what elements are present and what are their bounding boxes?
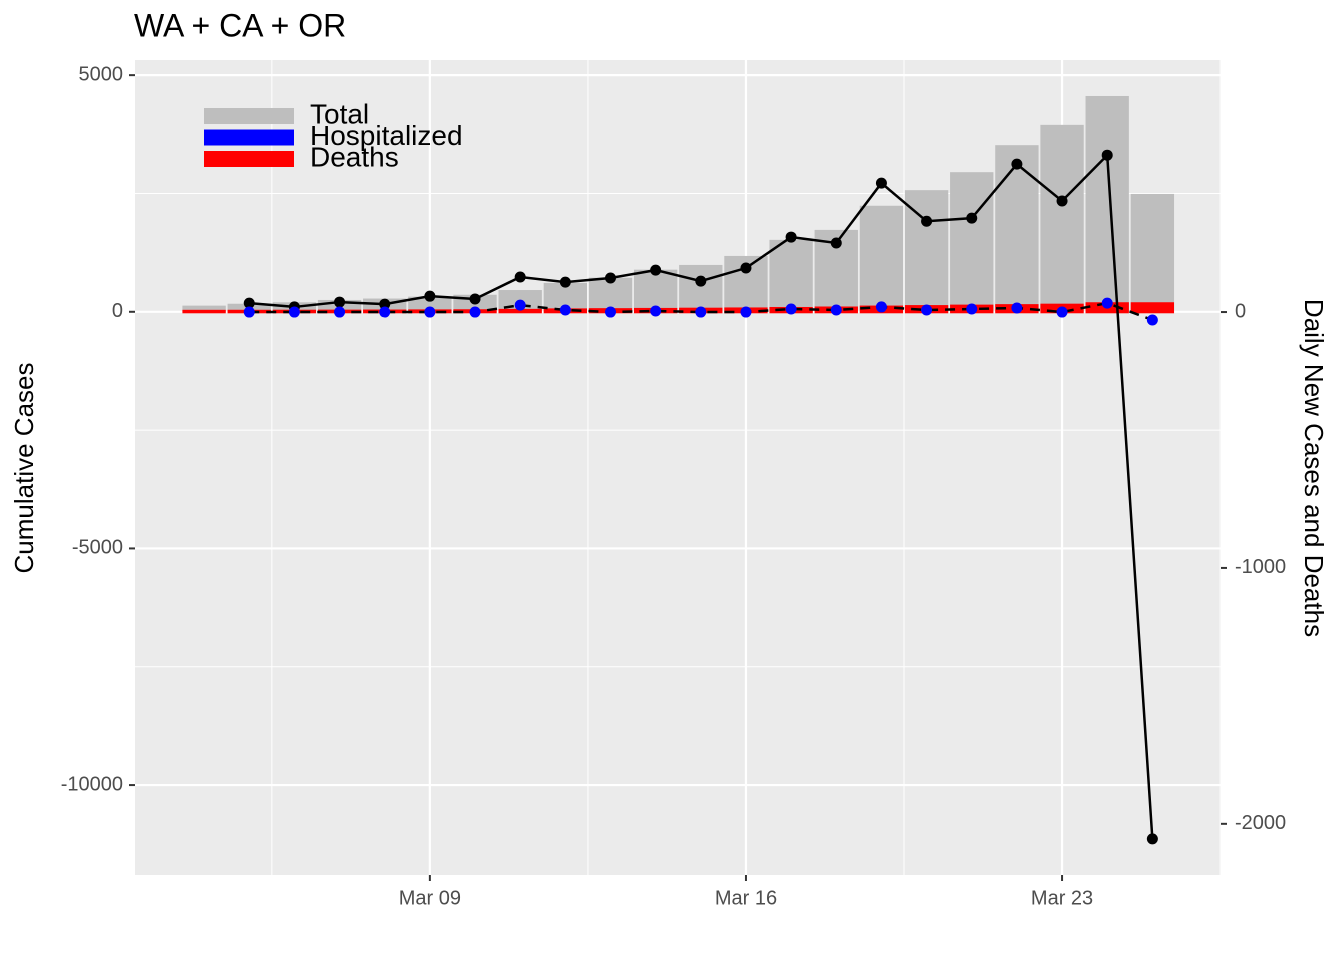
point [1056, 306, 1068, 318]
point [1101, 297, 1113, 309]
point [243, 297, 255, 309]
point [695, 275, 707, 287]
point [334, 306, 346, 318]
point [740, 262, 752, 274]
point [785, 231, 797, 243]
bar [1085, 95, 1129, 312]
bar [1130, 193, 1175, 312]
y-tick-label: 5000 [79, 63, 124, 85]
legend-label: Total [310, 98, 369, 129]
legend-key [204, 151, 294, 167]
point [1146, 833, 1158, 845]
y-tick-label: 0 [112, 300, 123, 322]
point [1011, 302, 1023, 314]
legend-label: Hospitalized [310, 120, 463, 151]
point [379, 298, 391, 310]
x-tick-label: Mar 16 [715, 887, 777, 909]
point [830, 237, 842, 249]
y-tick-label: -10000 [61, 773, 123, 795]
bar [1040, 124, 1084, 312]
point [243, 306, 255, 318]
legend-key [204, 129, 294, 146]
bar [769, 239, 813, 312]
point [1056, 195, 1068, 207]
point [740, 306, 752, 318]
point [379, 306, 391, 318]
point [469, 306, 481, 318]
point [785, 303, 797, 315]
point [514, 299, 526, 311]
point [830, 304, 842, 316]
y2-tick-label: -1000 [1235, 556, 1286, 578]
plot-background [135, 60, 1221, 875]
y2-axis-title: Daily New Cases and Deaths [1299, 299, 1329, 637]
x-tick-label: Mar 09 [399, 887, 461, 909]
bar [633, 269, 678, 312]
point [604, 272, 616, 284]
line [249, 301, 1153, 322]
y-tick-label: -5000 [72, 537, 123, 559]
point [288, 306, 300, 318]
point [1011, 158, 1023, 170]
bar [182, 309, 226, 314]
legend-label: Deaths [310, 141, 399, 172]
chart-title: WA + CA + OR [134, 7, 346, 43]
point [921, 215, 933, 227]
point [921, 304, 933, 316]
point [559, 304, 571, 316]
bar [679, 264, 723, 312]
y2-tick-label: -2000 [1235, 812, 1286, 834]
point [424, 306, 436, 318]
point [469, 293, 481, 305]
point [650, 305, 662, 317]
point [966, 303, 978, 315]
point [1146, 314, 1158, 326]
point [514, 271, 526, 283]
bar [408, 296, 452, 312]
bar [859, 205, 904, 312]
point [966, 212, 978, 224]
point [334, 296, 346, 308]
point [695, 306, 707, 318]
y2-tick-label: 0 [1235, 300, 1246, 322]
point [1101, 149, 1113, 161]
point [559, 276, 571, 288]
bar [950, 172, 994, 312]
point [424, 290, 436, 302]
point [604, 306, 616, 318]
bar [498, 308, 542, 314]
legend-key [204, 108, 294, 124]
point [875, 177, 887, 189]
point [650, 264, 662, 276]
y-axis-title: Cumulative Cases [9, 363, 39, 574]
point [875, 301, 887, 313]
bar [182, 305, 226, 312]
bar [1130, 302, 1175, 314]
x-tick-label: Mar 23 [1031, 887, 1093, 909]
bar [995, 145, 1039, 312]
